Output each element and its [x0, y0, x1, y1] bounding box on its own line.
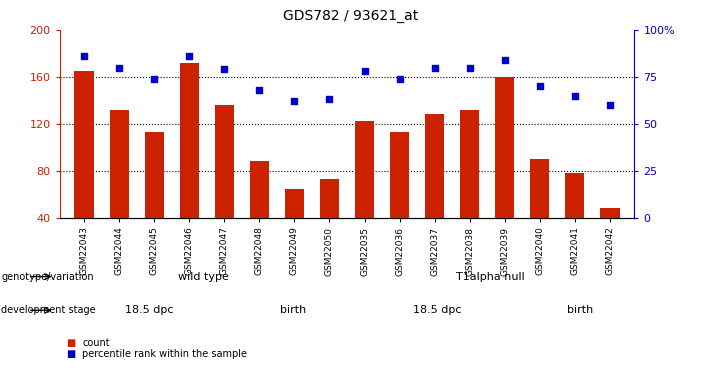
Bar	[109, 110, 129, 218]
Point	[604, 102, 615, 108]
Text: percentile rank within the sample: percentile rank within the sample	[82, 350, 247, 359]
Point	[149, 76, 160, 82]
Point	[114, 64, 125, 70]
Point	[429, 64, 440, 70]
Point	[79, 53, 90, 59]
Text: GDS782 / 93621_at: GDS782 / 93621_at	[283, 9, 418, 23]
Text: T1alpha null: T1alpha null	[456, 272, 525, 282]
Text: 18.5 dpc: 18.5 dpc	[125, 305, 174, 315]
Point	[324, 96, 335, 102]
Bar	[250, 161, 269, 218]
Bar	[144, 132, 164, 218]
Text: wild type: wild type	[178, 272, 229, 282]
Bar	[600, 208, 620, 218]
Text: birth: birth	[567, 305, 594, 315]
Bar	[355, 122, 374, 218]
Text: birth: birth	[280, 305, 306, 315]
Bar	[460, 110, 479, 218]
Point	[219, 66, 230, 72]
Bar	[285, 189, 304, 217]
Bar	[215, 105, 234, 218]
Point	[499, 57, 510, 63]
Bar	[179, 63, 199, 217]
Point	[359, 68, 370, 74]
Bar	[425, 114, 444, 218]
Point	[534, 83, 545, 89]
Text: ■: ■	[67, 338, 76, 348]
Bar	[565, 173, 585, 217]
Point	[254, 87, 265, 93]
Text: ■: ■	[67, 350, 76, 359]
Text: 18.5 dpc: 18.5 dpc	[413, 305, 461, 315]
Point	[394, 76, 405, 82]
Bar	[530, 159, 550, 218]
Bar	[320, 179, 339, 218]
Text: development stage: development stage	[1, 305, 96, 315]
Point	[569, 93, 580, 99]
Text: count: count	[82, 338, 109, 348]
Text: genotype/variation: genotype/variation	[1, 272, 94, 282]
Point	[464, 64, 475, 70]
Point	[289, 98, 300, 104]
Point	[184, 53, 195, 59]
Bar	[390, 132, 409, 218]
Bar	[74, 71, 94, 217]
Bar	[495, 77, 515, 218]
